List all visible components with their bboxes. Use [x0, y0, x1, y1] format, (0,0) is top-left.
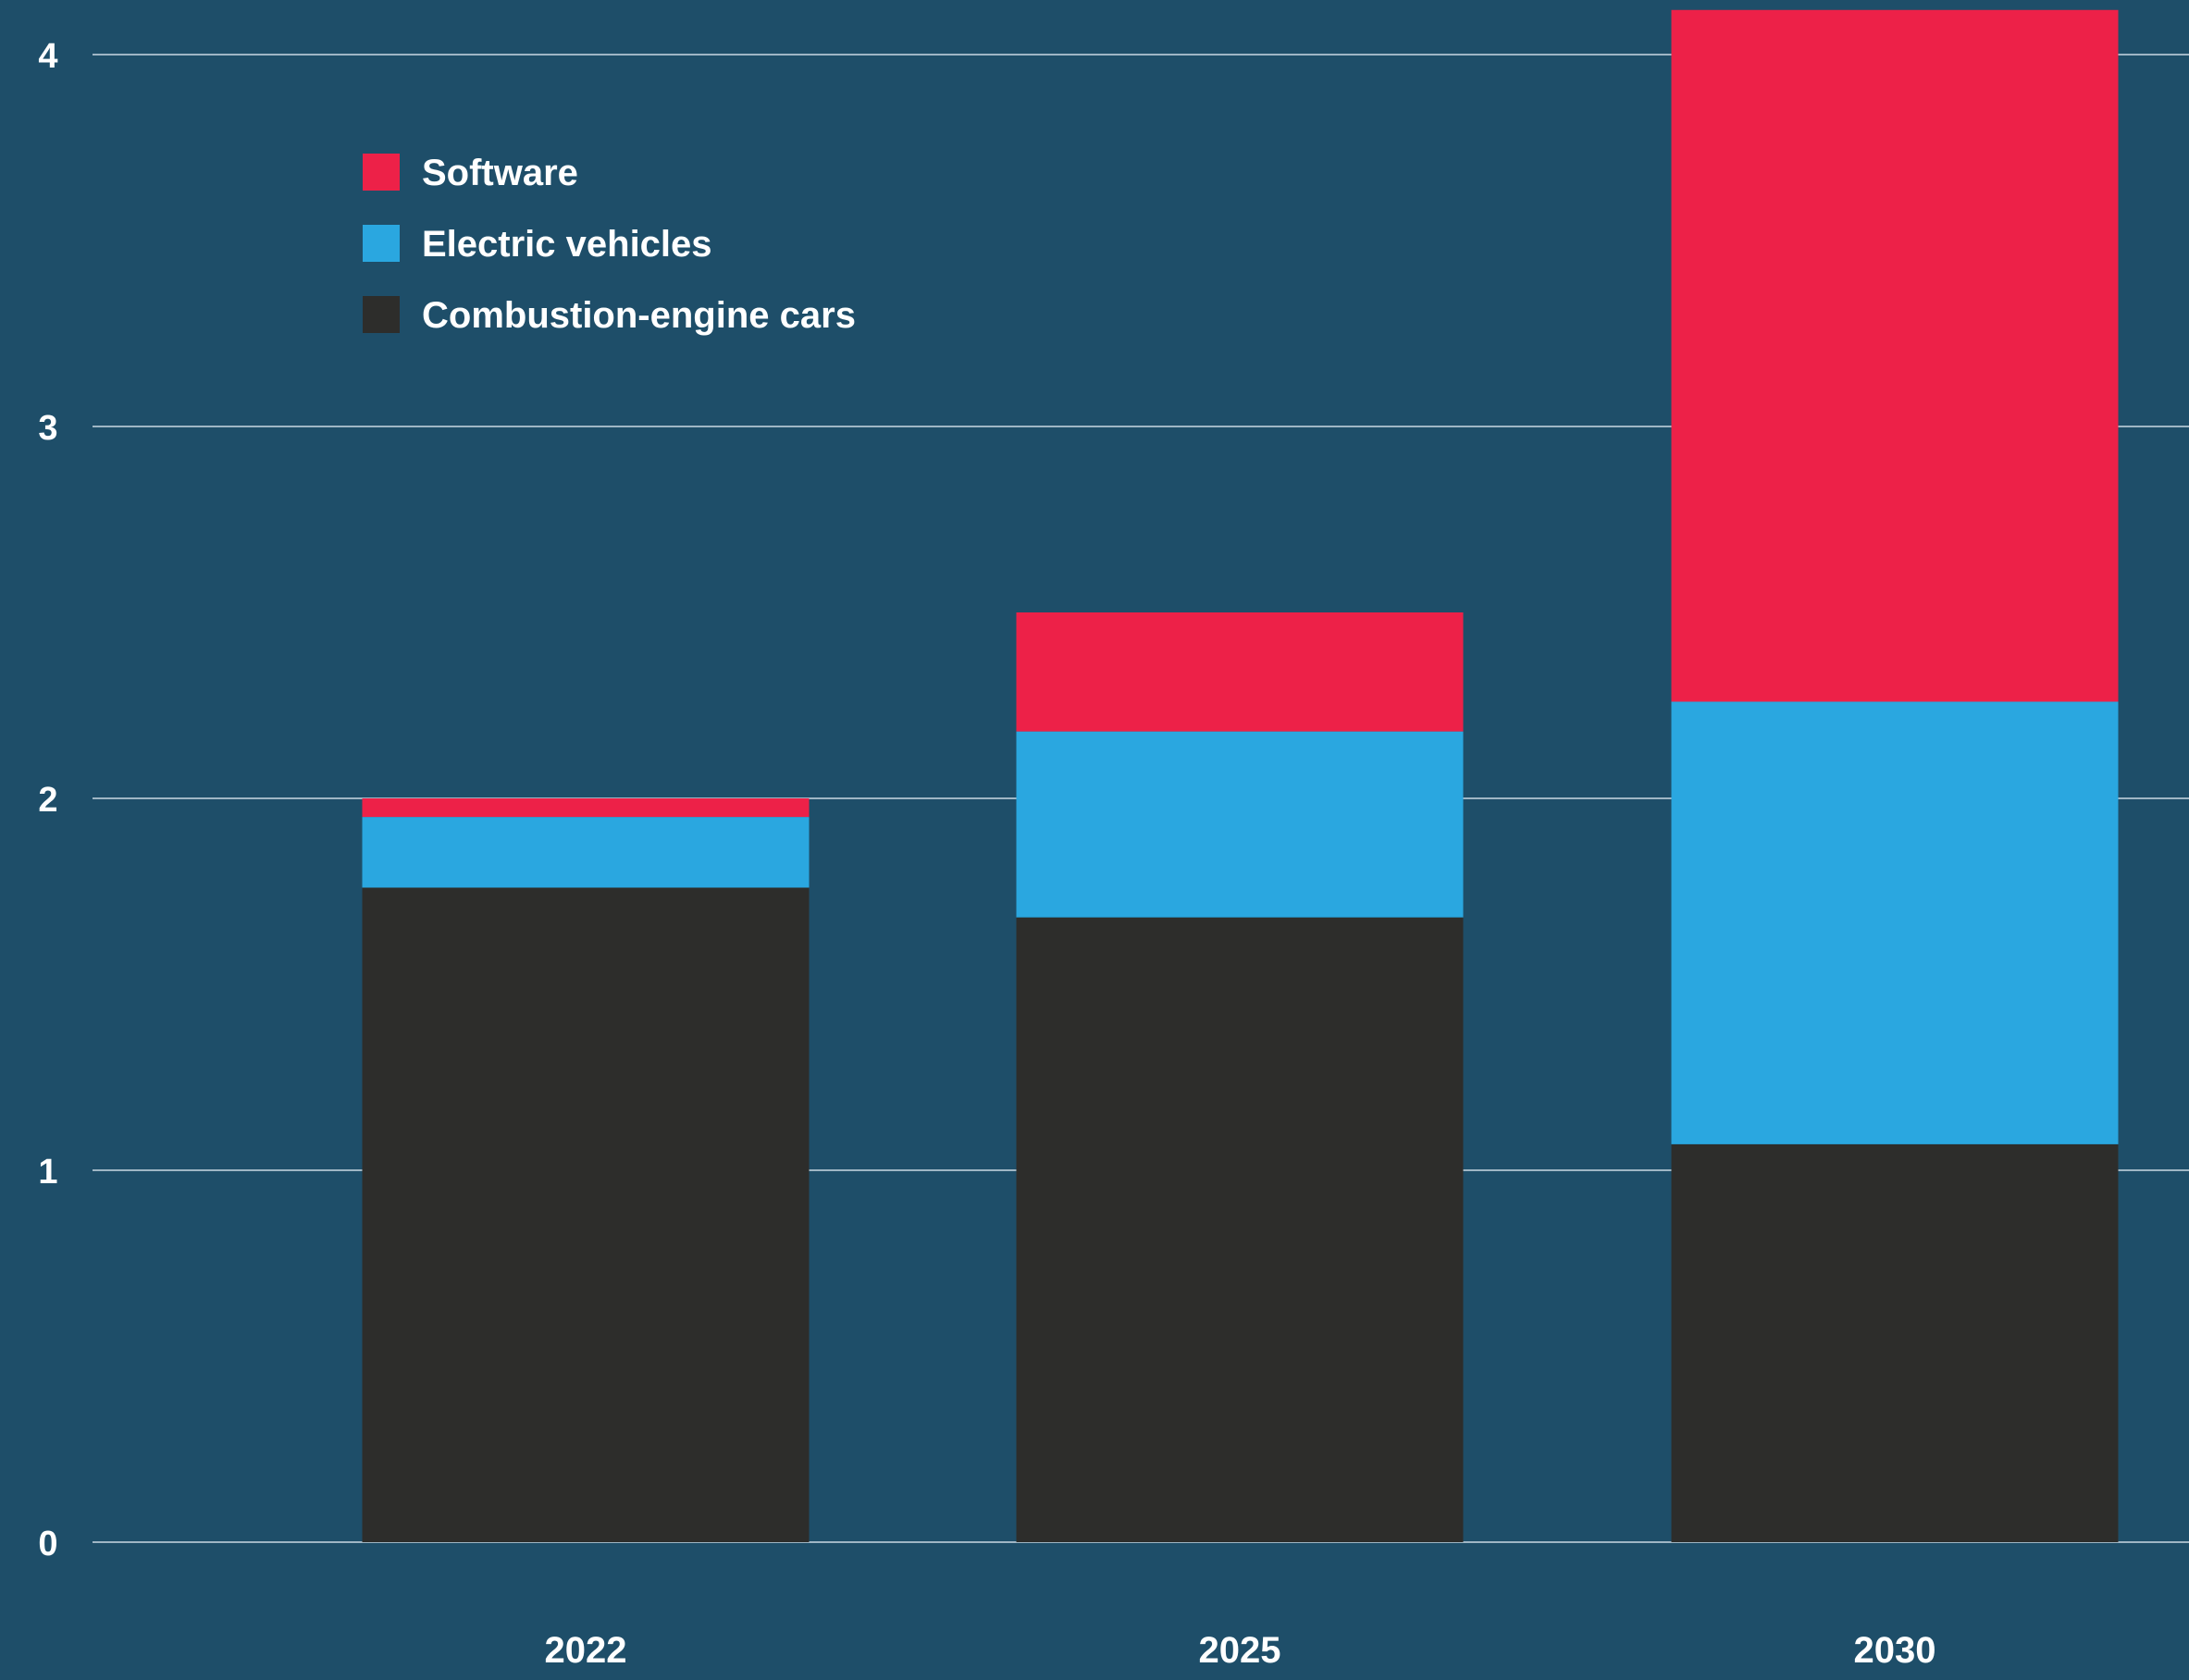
bar-group-2025 [1016, 612, 1464, 1542]
legend-item-combustion-engine-cars: Combustion-engine cars [363, 295, 856, 336]
bar-2030-electric-vehicles [1671, 701, 2119, 1144]
x-category-label-2030: 2030 [1854, 1630, 1936, 1671]
bar-group-2022 [362, 798, 810, 1542]
y-tick-label-2: 2 [38, 781, 57, 820]
bar-2022-electric-vehicles [362, 817, 810, 888]
legend-label: Electric vehicles [422, 224, 712, 265]
bars [362, 9, 2119, 1542]
y-tick-label-1: 1 [38, 1153, 57, 1192]
y-tick-label-4: 4 [38, 37, 57, 76]
bar-group-2030 [1671, 9, 2119, 1542]
bar-2025-combustion-engine-cars [1016, 917, 1464, 1542]
x-axis-category-labels: 2022 2025 2030 [545, 1630, 1936, 1671]
bar-2025-electric-vehicles [1016, 731, 1464, 918]
legend-swatch [363, 154, 400, 191]
y-axis-tick-labels: 0 1 2 3 4 [38, 37, 57, 1563]
legend-item-software: Software [363, 153, 578, 193]
legend-swatch [363, 225, 400, 262]
legend-label: Software [422, 153, 578, 193]
y-tick-label-3: 3 [38, 409, 57, 448]
bar-2030-combustion-engine-cars [1671, 1143, 2119, 1542]
bar-2022-combustion-engine-cars [362, 887, 810, 1542]
legend-swatch [363, 296, 400, 333]
legend-label: Combustion-engine cars [422, 295, 856, 336]
legend-item-electric-vehicles: Electric vehicles [363, 224, 712, 265]
x-category-label-2022: 2022 [545, 1630, 627, 1671]
bar-2022-software [362, 798, 810, 818]
y-tick-label-0: 0 [38, 1525, 57, 1563]
x-category-label-2025: 2025 [1199, 1630, 1281, 1671]
bar-2025-software [1016, 612, 1464, 732]
bar-2030-software [1671, 9, 2119, 702]
legend: Software Electric vehicles Combustion-engi… [363, 153, 856, 336]
